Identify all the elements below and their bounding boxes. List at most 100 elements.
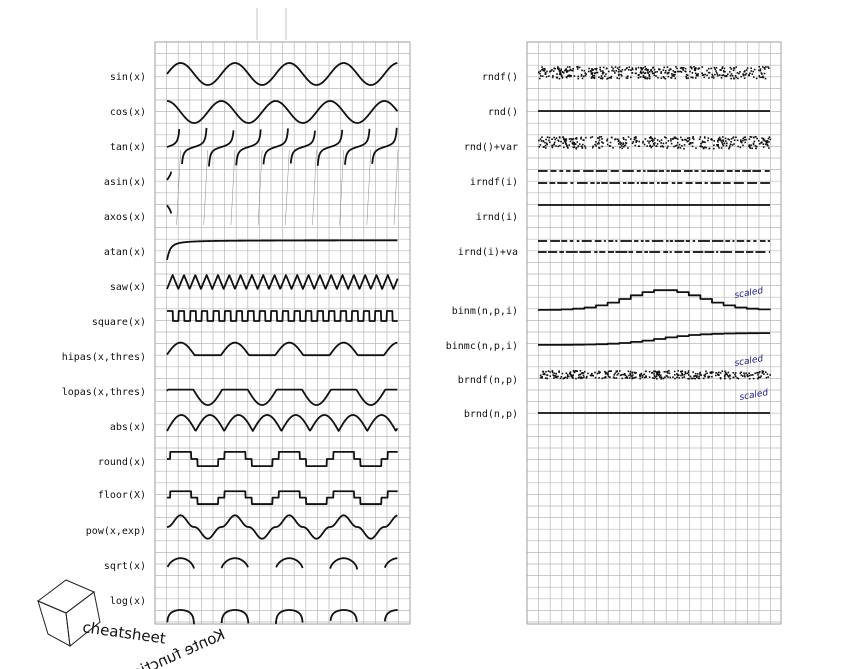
noise-dot [653, 74, 656, 76]
noise-dot [601, 377, 603, 380]
noise-dot [692, 137, 694, 139]
brndf-noise [539, 370, 771, 380]
noise-dot [681, 376, 684, 379]
noise-dot [579, 370, 582, 372]
noise-dot [765, 140, 767, 142]
cos-curve [166, 100, 399, 124]
noise-dot [751, 73, 754, 75]
noise-dot [748, 372, 750, 375]
noise-dot [708, 67, 710, 70]
noise-dot [546, 136, 549, 138]
scaled-note-brnd: scaled [739, 388, 769, 403]
noise-dot [647, 69, 649, 72]
pow-curve [166, 514, 398, 540]
noise-dot [557, 375, 559, 378]
noise-dot [710, 138, 713, 140]
noise-dot [577, 145, 579, 148]
noise-dot [736, 72, 739, 74]
noise-dot [562, 136, 565, 139]
noise-dot [635, 139, 637, 142]
noise-dot [553, 67, 555, 70]
noise-dot [600, 70, 602, 72]
tan-curve [166, 127, 398, 167]
noise-dot [720, 140, 722, 142]
noise-dot [605, 376, 607, 379]
noise-dot [552, 70, 555, 72]
noise-dot [564, 140, 566, 142]
noise-dot [557, 66, 559, 69]
noise-dot [727, 376, 730, 378]
noise-dot [546, 374, 548, 376]
left-function-curves [166, 62, 399, 625]
noise-dot [601, 145, 603, 148]
noise-dot [759, 68, 762, 70]
noise-dot [667, 145, 669, 148]
noise-dot [694, 375, 696, 377]
noise-dot [677, 138, 679, 140]
noise-dot [750, 144, 752, 146]
noise-dot [746, 67, 749, 69]
noise-dot [717, 74, 719, 77]
abs-curve [166, 414, 399, 432]
noise-dot [599, 77, 602, 80]
noise-dot [538, 146, 540, 148]
noise-dot [678, 143, 681, 146]
noise-dot [662, 69, 665, 71]
noise-dot [569, 66, 571, 68]
noise-dot [767, 66, 769, 68]
noise-dot [538, 71, 540, 73]
noise-dot [631, 67, 634, 69]
noise-dot [630, 69, 632, 71]
noise-dot [765, 66, 767, 68]
noise-dot [598, 377, 600, 379]
noise-dot [625, 142, 628, 144]
noise-dot [580, 73, 583, 76]
noise-dot [640, 67, 642, 69]
noise-dot [733, 139, 736, 141]
noise-dot [753, 140, 756, 143]
noise-dot [727, 73, 729, 75]
noise-dot [584, 72, 586, 74]
noise-dot [582, 374, 585, 377]
noise-dot [579, 373, 581, 376]
noise-dot [733, 143, 735, 145]
noise-dot [551, 371, 554, 374]
noise-dot [634, 144, 637, 147]
noise-dot [694, 372, 697, 375]
noise-dot [544, 68, 546, 71]
noise-dot [766, 141, 769, 144]
asin-curve [166, 171, 173, 181]
noise-dot [722, 136, 724, 138]
noise-dot [699, 145, 702, 147]
noise-dot [558, 70, 561, 72]
noise-dot [624, 377, 627, 379]
noise-dot [734, 375, 737, 378]
noise-dot [539, 374, 542, 377]
noise-dot [588, 67, 590, 70]
noise-dot [562, 71, 564, 73]
noise-dot [584, 74, 587, 77]
label-binm: binm(n,p,i) [452, 306, 518, 317]
label-irnd: irnd(i) [476, 212, 518, 223]
noise-dot [594, 376, 597, 379]
noise-dot [701, 66, 704, 68]
noise-dot [704, 375, 706, 378]
label-irndf: irndf(i) [470, 177, 518, 188]
noise-dot [641, 376, 644, 379]
noise-dot [610, 75, 613, 78]
noise-dot [539, 138, 542, 140]
noise-dot [731, 75, 734, 77]
noise-dot [585, 136, 587, 139]
noise-dot [736, 139, 739, 142]
noise-dot [581, 147, 584, 149]
noise-dot [658, 371, 661, 374]
noise-dot [564, 69, 566, 72]
noise-dot [711, 139, 713, 141]
noise-dot [620, 74, 623, 77]
noise-dot [594, 68, 596, 70]
noise-dot [744, 70, 746, 72]
noise-dot [541, 75, 544, 77]
noise-dot [596, 137, 599, 139]
noise-dot [756, 137, 758, 140]
noise-dot [539, 72, 541, 75]
